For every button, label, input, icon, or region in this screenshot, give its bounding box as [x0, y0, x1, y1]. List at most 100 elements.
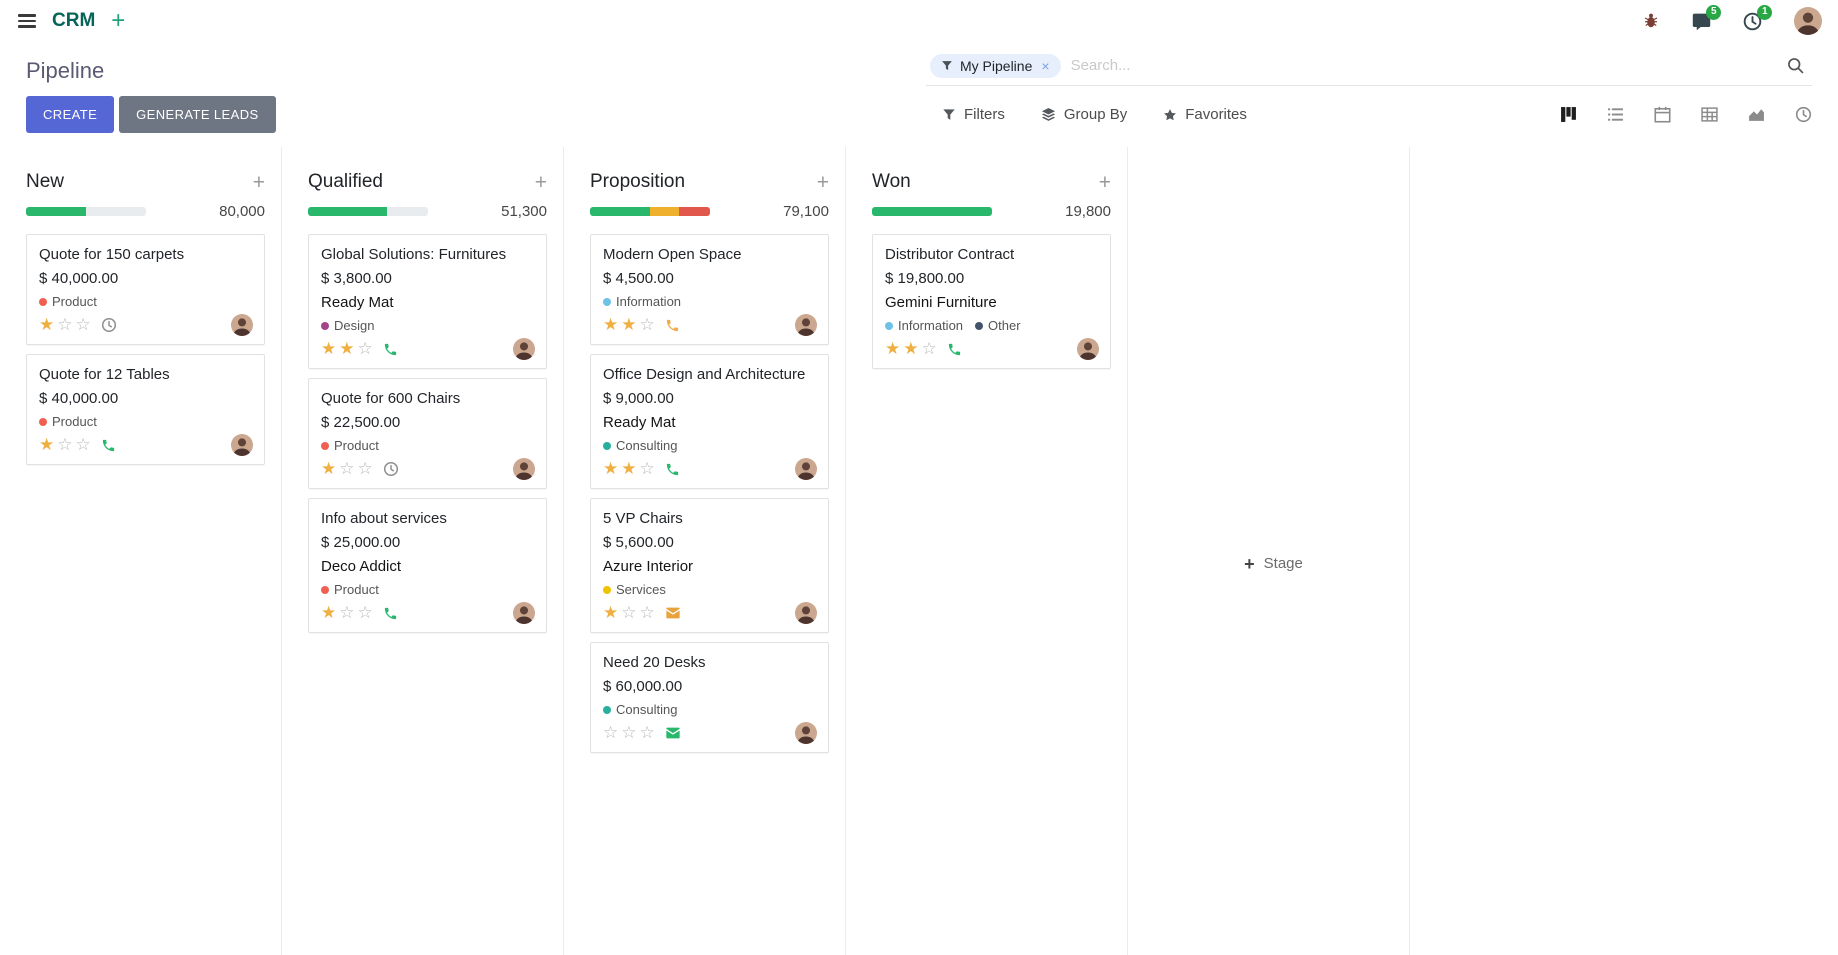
column-quick-add-icon[interactable]: +: [1098, 170, 1111, 194]
activity-mail-icon[interactable]: [665, 725, 681, 741]
activity-phone-icon[interactable]: [383, 342, 398, 357]
salesperson-avatar[interactable]: [231, 314, 253, 336]
priority-stars[interactable]: ★ ★ ☆: [603, 459, 655, 479]
favorites-menu[interactable]: Favorites: [1163, 106, 1247, 123]
priority-star-icon[interactable]: ★: [321, 339, 337, 359]
priority-star-icon[interactable]: ☆: [75, 435, 91, 455]
column-progressbar[interactable]: [590, 207, 710, 216]
priority-star-icon[interactable]: ★: [39, 435, 55, 455]
add-stage-button[interactable]: + Stage: [1244, 172, 1303, 955]
activity-view-icon[interactable]: [1795, 106, 1812, 123]
priority-star-icon[interactable]: ☆: [639, 315, 655, 335]
activity-phone-icon[interactable]: [383, 606, 398, 621]
kanban-card[interactable]: Distributor Contract $ 19,800.00 Gemini Fu…: [872, 234, 1111, 369]
priority-star-icon[interactable]: ★: [39, 315, 55, 335]
kanban-view-icon[interactable]: [1560, 106, 1577, 123]
column-title[interactable]: Qualified: [308, 171, 383, 192]
priority-stars[interactable]: ★ ☆ ☆: [39, 315, 91, 335]
salesperson-avatar[interactable]: [513, 338, 535, 360]
priority-star-icon[interactable]: ★: [603, 603, 619, 623]
salesperson-avatar[interactable]: [231, 434, 253, 456]
activity-clock-icon[interactable]: [383, 461, 399, 477]
priority-star-icon[interactable]: ★: [321, 603, 337, 623]
priority-star-icon[interactable]: ☆: [639, 723, 655, 743]
priority-star-icon[interactable]: ★: [339, 339, 355, 359]
search-facet[interactable]: My Pipeline ×: [930, 53, 1061, 78]
activity-clock-icon[interactable]: [101, 317, 117, 333]
priority-star-icon[interactable]: ★: [321, 459, 337, 479]
priority-star-icon[interactable]: ★: [603, 459, 619, 479]
list-view-icon[interactable]: [1607, 106, 1624, 123]
priority-star-icon[interactable]: ★: [621, 315, 637, 335]
salesperson-avatar[interactable]: [513, 458, 535, 480]
search-input[interactable]: [1060, 53, 1783, 78]
priority-stars[interactable]: ★ ☆ ☆: [603, 603, 655, 623]
priority-star-icon[interactable]: ☆: [357, 603, 373, 623]
priority-star-icon[interactable]: ☆: [339, 459, 355, 479]
priority-star-icon[interactable]: ☆: [639, 603, 655, 623]
priority-stars[interactable]: ☆ ☆ ☆: [603, 723, 655, 743]
priority-stars[interactable]: ★ ☆ ☆: [39, 435, 91, 455]
app-name[interactable]: CRM: [52, 10, 96, 31]
column-quick-add-icon[interactable]: +: [816, 170, 829, 194]
kanban-card[interactable]: Office Design and Architecture $ 9,000.00…: [590, 354, 829, 489]
salesperson-avatar[interactable]: [1077, 338, 1099, 360]
column-progressbar[interactable]: [26, 207, 146, 216]
salesperson-avatar[interactable]: [795, 602, 817, 624]
column-quick-add-icon[interactable]: +: [252, 170, 265, 194]
column-progressbar[interactable]: [872, 207, 992, 216]
priority-star-icon[interactable]: ☆: [357, 339, 373, 359]
priority-star-icon[interactable]: ☆: [621, 723, 637, 743]
priority-star-icon[interactable]: ★: [603, 315, 619, 335]
priority-star-icon[interactable]: ☆: [639, 459, 655, 479]
salesperson-avatar[interactable]: [795, 314, 817, 336]
priority-star-icon[interactable]: ★: [885, 339, 901, 359]
kanban-card[interactable]: Quote for 600 Chairs $ 22,500.00 Product ★…: [308, 378, 547, 489]
priority-stars[interactable]: ★ ★ ☆: [321, 339, 373, 359]
messages-icon[interactable]: 5: [1692, 4, 1721, 31]
column-title[interactable]: Won: [872, 171, 911, 192]
generate-leads-button[interactable]: GENERATE LEADS: [119, 96, 276, 133]
kanban-card[interactable]: Quote for 12 Tables $ 40,000.00 Product ★ ☆…: [26, 354, 265, 465]
priority-star-icon[interactable]: ☆: [57, 435, 73, 455]
kanban-card[interactable]: Need 20 Desks $ 60,000.00 Consulting ☆ ☆ ☆: [590, 642, 829, 753]
kanban-card[interactable]: Info about services $ 25,000.00 Deco Addic…: [308, 498, 547, 633]
facet-remove-icon[interactable]: ×: [1041, 57, 1050, 74]
priority-star-icon[interactable]: ★: [621, 459, 637, 479]
activity-phone-icon[interactable]: [665, 318, 680, 333]
priority-star-icon[interactable]: ☆: [339, 603, 355, 623]
priority-star-icon[interactable]: ☆: [921, 339, 937, 359]
priority-star-icon[interactable]: ☆: [621, 603, 637, 623]
priority-star-icon[interactable]: ☆: [57, 315, 73, 335]
priority-stars[interactable]: ★ ☆ ☆: [321, 459, 373, 479]
activity-phone-icon[interactable]: [665, 462, 680, 477]
priority-star-icon[interactable]: ★: [903, 339, 919, 359]
activities-clock-icon[interactable]: 1: [1743, 4, 1772, 31]
column-progressbar[interactable]: [308, 207, 428, 216]
kanban-card[interactable]: Quote for 150 carpets $ 40,000.00 Product …: [26, 234, 265, 345]
add-icon[interactable]: +: [111, 7, 126, 34]
create-button[interactable]: CREATE: [26, 96, 115, 133]
activity-phone-icon[interactable]: [947, 342, 962, 357]
column-title[interactable]: New: [26, 171, 65, 192]
priority-stars[interactable]: ★ ★ ☆: [885, 339, 937, 359]
priority-stars[interactable]: ★ ★ ☆: [603, 315, 655, 335]
activity-phone-icon[interactable]: [101, 438, 116, 453]
filters-menu[interactable]: Filters: [942, 106, 1005, 123]
user-avatar[interactable]: [1794, 7, 1822, 35]
kanban-card[interactable]: Modern Open Space $ 4,500.00 Information ★…: [590, 234, 829, 345]
debug-bug-icon[interactable]: [1642, 12, 1660, 30]
pivot-view-icon[interactable]: [1701, 106, 1718, 123]
graph-view-icon[interactable]: [1748, 106, 1765, 123]
group-by-menu[interactable]: Group By: [1041, 106, 1127, 123]
activity-mail-icon[interactable]: [665, 605, 681, 621]
column-quick-add-icon[interactable]: +: [534, 170, 547, 194]
priority-stars[interactable]: ★ ☆ ☆: [321, 603, 373, 623]
apps-menu-icon[interactable]: [16, 10, 38, 32]
salesperson-avatar[interactable]: [795, 458, 817, 480]
column-title[interactable]: Proposition: [590, 171, 686, 192]
kanban-card[interactable]: 5 VP Chairs $ 5,600.00 Azure Interior Servi…: [590, 498, 829, 633]
salesperson-avatar[interactable]: [795, 722, 817, 744]
priority-star-icon[interactable]: ☆: [75, 315, 91, 335]
kanban-card[interactable]: Global Solutions: Furnitures $ 3,800.00 Re…: [308, 234, 547, 369]
